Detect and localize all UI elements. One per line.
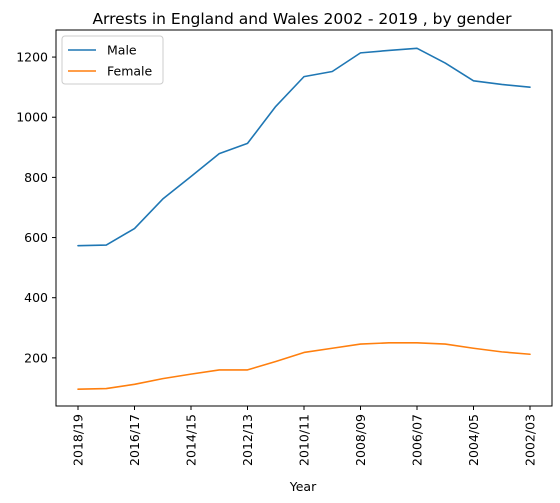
x-axis-label: Year <box>289 479 317 494</box>
x-tick-label: 2010/11 <box>297 414 312 466</box>
x-tick-label: 2006/07 <box>410 414 425 466</box>
y-tick-label: 200 <box>24 350 48 365</box>
series-line-female <box>77 342 531 390</box>
series-line-male <box>77 47 531 247</box>
y-tick-label: 1000 <box>16 110 48 125</box>
y-tick-label: 1200 <box>16 50 48 65</box>
legend-label-male: Male <box>107 43 137 58</box>
x-tick-label: 2018/19 <box>71 414 86 466</box>
plot-area <box>77 47 531 390</box>
legend-box <box>61 35 164 85</box>
y-tick-label: 400 <box>24 290 48 305</box>
y-tick-label: 600 <box>24 230 48 245</box>
legend-label-female: Female <box>107 64 153 79</box>
x-tick-label: 2016/17 <box>127 414 142 466</box>
y-tick-label: 800 <box>24 170 48 185</box>
chart-title: Arrests in England and Wales 2002 - 2019… <box>92 10 512 28</box>
x-tick-label: 2002/03 <box>523 414 538 466</box>
legend: Male Female <box>61 35 164 85</box>
x-tick-label: 2008/09 <box>353 414 368 466</box>
plot-frame <box>55 29 553 407</box>
x-tick-label: 2014/15 <box>184 414 199 466</box>
x-tick-label: 2004/05 <box>466 414 481 466</box>
x-tick-label: 2012/13 <box>240 414 255 466</box>
